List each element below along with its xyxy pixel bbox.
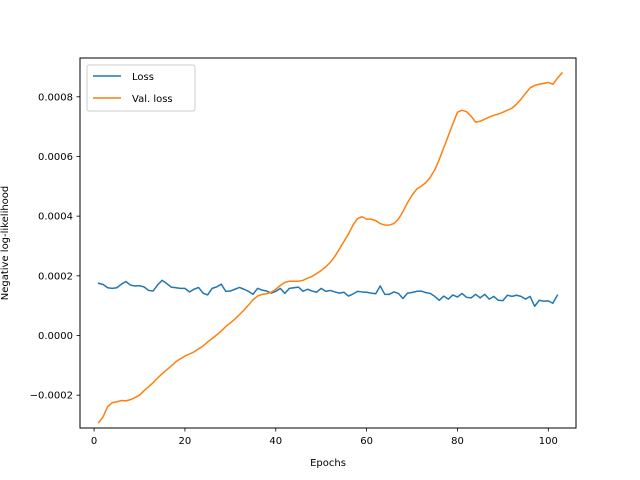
series-line-val-loss	[97, 71, 563, 424]
legend-label: Val. loss	[132, 94, 173, 105]
x-tick-label: 0	[91, 436, 97, 447]
x-tick-label: 20	[179, 436, 192, 447]
x-axis-ticks: 0 20 40 60 80 100	[91, 428, 558, 447]
x-tick-label: 80	[451, 436, 464, 447]
legend: Loss Val. loss	[86, 64, 196, 112]
y-tick-label: 0.0002	[38, 271, 73, 282]
axes-frame	[79, 57, 577, 429]
legend-label: Loss	[132, 72, 154, 83]
series-layer	[97, 71, 563, 424]
y-axis-label: Negative log-likelihood	[0, 186, 11, 301]
x-tick-label: 60	[360, 436, 373, 447]
x-tick-label: 40	[269, 436, 282, 447]
y-tick-label: 0.0006	[38, 152, 73, 163]
y-tick-label: −0.0002	[30, 391, 73, 402]
x-axis-label: Epochs	[310, 458, 346, 469]
y-axis-ticks: −0.0002 0.0000 0.0002 0.0004 0.0006 0.0008	[30, 92, 80, 402]
y-tick-label: 0.0004	[38, 212, 73, 223]
x-tick-label: 100	[539, 436, 558, 447]
y-tick-label: 0.0008	[38, 92, 73, 103]
y-tick-label: 0.0000	[38, 331, 73, 342]
series-line-loss	[97, 279, 559, 308]
